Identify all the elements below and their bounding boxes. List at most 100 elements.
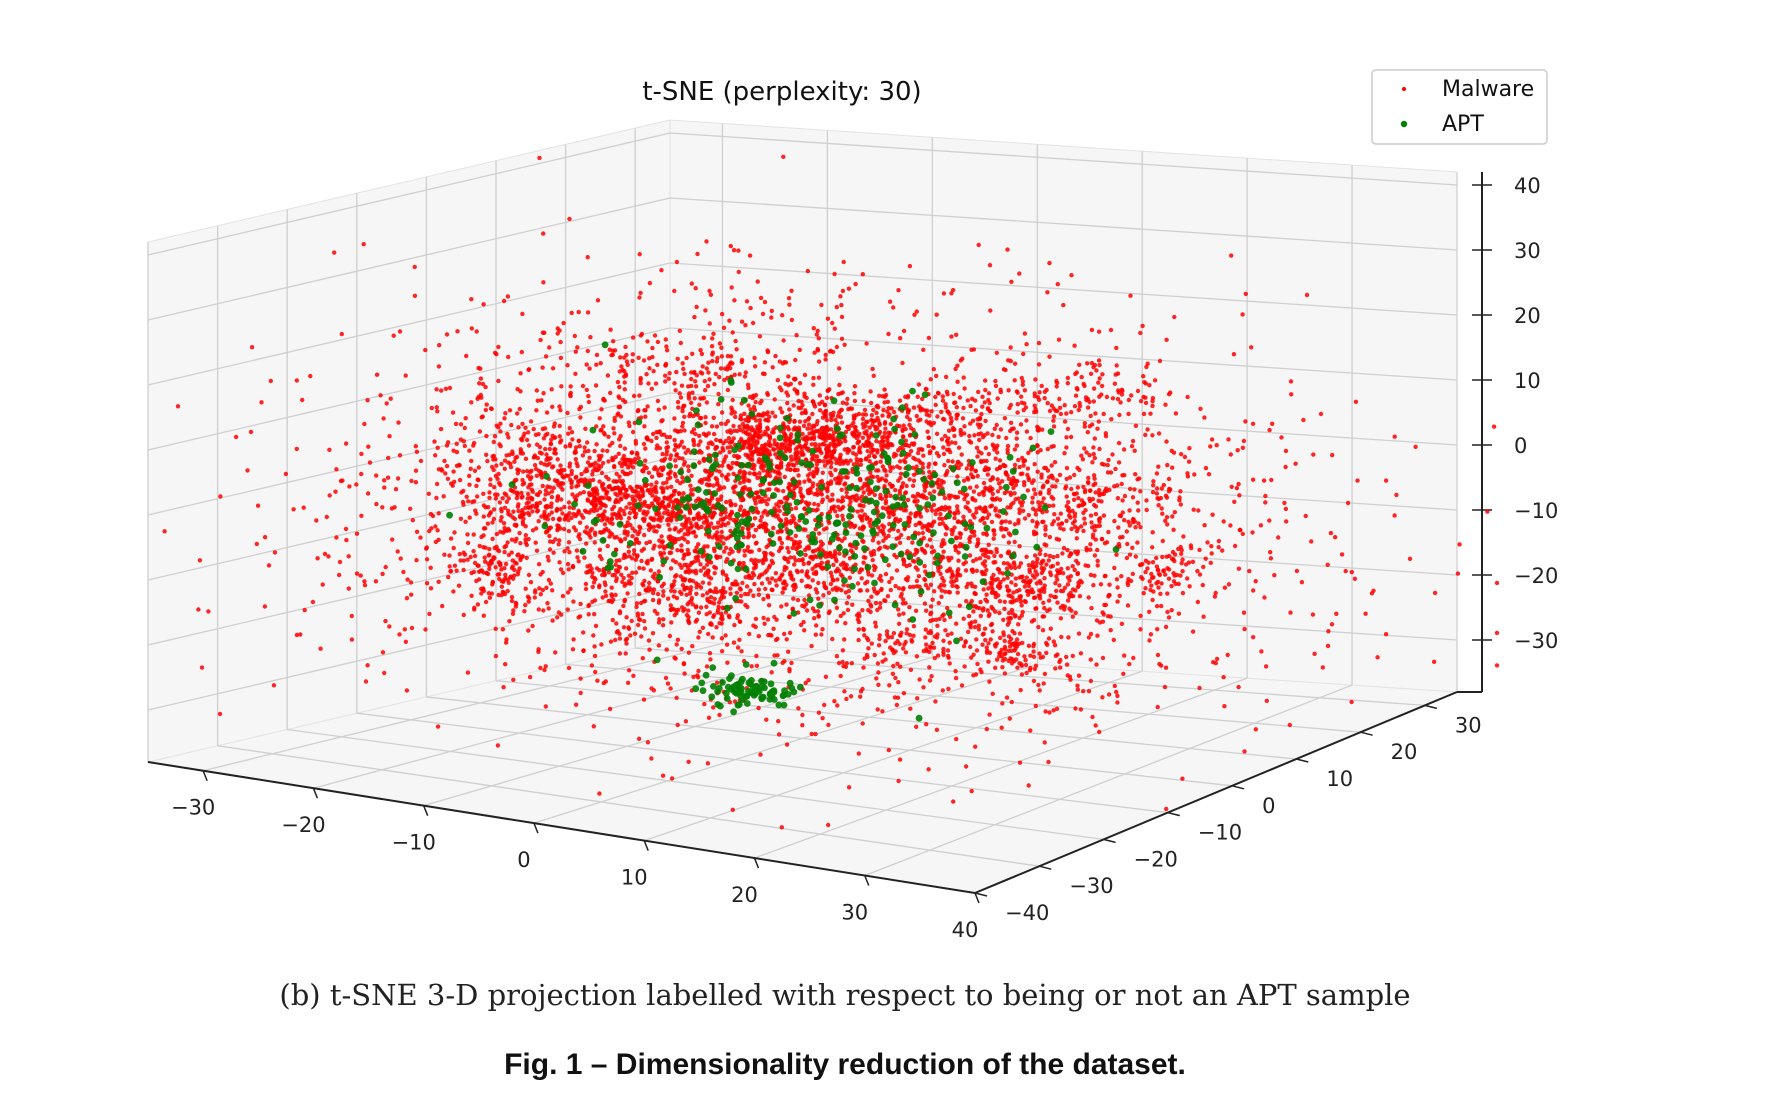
grid-line-back-z: [669, 197, 1458, 251]
point-malware: [712, 548, 717, 554]
point-malware: [1220, 548, 1225, 553]
point-malware: [881, 407, 886, 413]
point-malware: [1148, 587, 1153, 593]
point-malware: [954, 577, 959, 583]
point-malware: [588, 335, 593, 340]
point-malware: [962, 664, 967, 669]
point-malware: [995, 396, 1000, 401]
point-malware: [725, 556, 730, 562]
point-malware: [804, 608, 810, 613]
point-malware: [477, 381, 482, 386]
point-malware: [718, 538, 723, 543]
point-malware: [630, 358, 635, 364]
point-malware: [550, 465, 555, 470]
point-malware: [1159, 603, 1164, 609]
point-malware: [978, 599, 983, 605]
point-malware: [704, 612, 709, 617]
point-malware: [1179, 561, 1184, 566]
point-malware: [967, 621, 972, 626]
point-malware: [500, 496, 505, 501]
point-malware: [605, 543, 610, 549]
point-malware: [786, 427, 791, 432]
point-malware: [1065, 582, 1071, 587]
point-malware: [1100, 372, 1105, 377]
point-malware: [1076, 631, 1082, 636]
point-malware: [594, 424, 599, 429]
point-malware: [608, 530, 613, 536]
point-malware: [1261, 478, 1267, 483]
point-malware: [1127, 486, 1133, 492]
point-malware: [571, 599, 576, 604]
point-malware: [668, 550, 674, 555]
point-malware: [753, 616, 759, 622]
point-malware: [1132, 448, 1137, 453]
point-malware: [627, 501, 632, 506]
point-malware: [308, 373, 313, 379]
point-malware: [334, 467, 339, 472]
point-malware: [1021, 480, 1027, 485]
point-malware: [268, 378, 273, 384]
point-malware: [575, 463, 580, 469]
point-malware: [955, 504, 960, 509]
point-malware: [708, 560, 714, 565]
point-malware: [374, 501, 379, 507]
point-malware: [1369, 591, 1375, 596]
point-malware: [676, 405, 681, 410]
point-malware: [529, 482, 534, 487]
point-malware: [767, 473, 773, 479]
point-malware: [534, 548, 540, 553]
point-malware: [914, 724, 919, 729]
grid-line-back-z: [669, 262, 1458, 316]
point-malware: [804, 545, 810, 550]
point-malware: [1267, 427, 1272, 433]
point-malware: [726, 436, 732, 441]
point-malware: [978, 613, 983, 619]
point-malware: [549, 387, 554, 392]
point-malware: [756, 433, 761, 438]
point-malware: [622, 529, 628, 534]
grid-line-left-z: [147, 262, 671, 386]
point-malware: [719, 410, 725, 415]
point-malware: [677, 562, 682, 567]
point-malware: [1024, 670, 1029, 676]
point-malware: [1119, 481, 1124, 487]
point-malware: [482, 555, 487, 560]
point-malware: [974, 557, 979, 562]
point-malware: [672, 288, 677, 294]
point-malware: [1088, 657, 1094, 662]
point-malware: [294, 378, 299, 383]
point-malware: [488, 482, 493, 487]
point-malware: [880, 413, 885, 418]
point-malware: [387, 624, 392, 629]
point-malware: [932, 519, 937, 524]
point-malware: [1091, 445, 1096, 450]
point-malware: [1394, 492, 1399, 498]
point-malware: [756, 705, 761, 711]
point-malware: [1059, 634, 1064, 640]
point-malware: [612, 431, 617, 436]
point-malware: [1164, 337, 1169, 342]
point-malware: [1270, 421, 1275, 426]
z-tick-label: 0: [1514, 434, 1527, 458]
point-malware: [748, 305, 753, 311]
point-malware: [555, 498, 560, 503]
point-malware: [647, 647, 652, 652]
point-malware: [752, 581, 757, 587]
point-malware: [998, 485, 1003, 490]
point-malware: [898, 459, 903, 464]
point-malware: [955, 474, 960, 479]
point-malware: [866, 646, 871, 651]
z-tick-label: 10: [1514, 369, 1541, 393]
point-malware: [815, 419, 820, 424]
point-malware: [856, 637, 861, 643]
point-malware: [1022, 401, 1027, 406]
point-malware: [845, 396, 850, 402]
point-malware: [860, 608, 865, 613]
point-malware: [633, 570, 639, 575]
point-malware: [486, 591, 492, 596]
point-malware: [1163, 572, 1168, 577]
point-malware: [622, 536, 628, 541]
point-malware: [496, 592, 501, 598]
point-malware: [1165, 462, 1170, 468]
point-malware: [902, 642, 907, 647]
